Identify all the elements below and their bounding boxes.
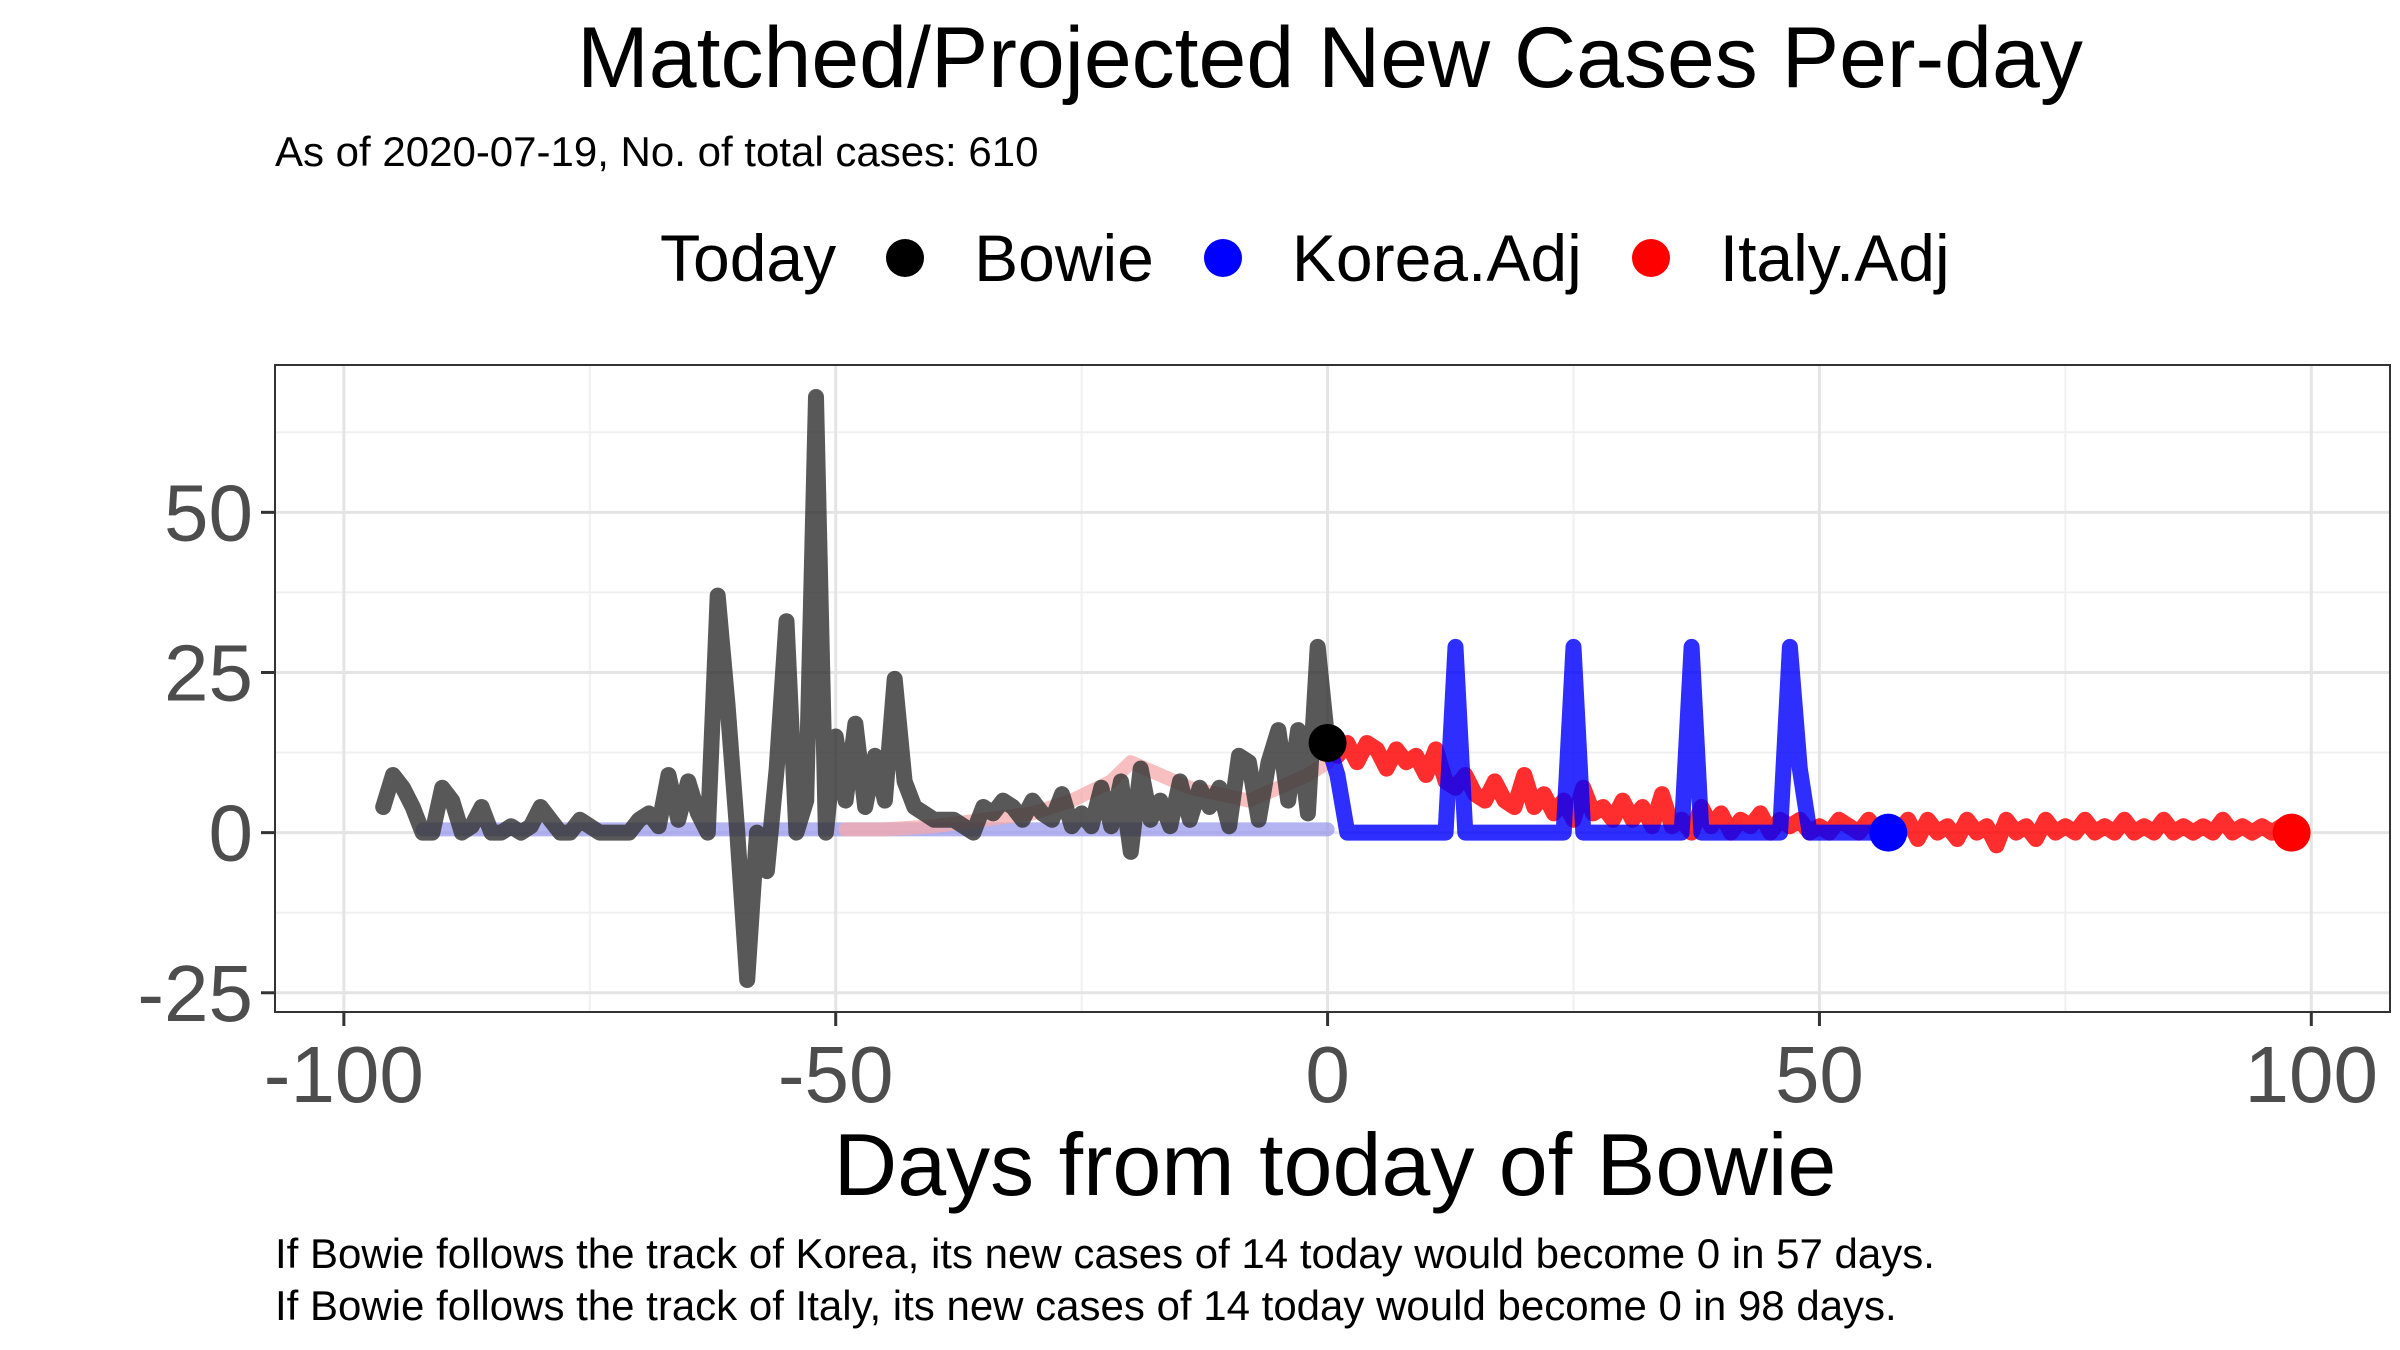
series-line-korea-adj-projected (1319, 638, 1897, 841)
legend-label-korea: Korea.Adj (1291, 221, 1582, 295)
axes: -100 -50 0 50 100 -25 0 25 50 (137, 468, 2378, 1119)
today-point-korea-adj (1869, 813, 1908, 852)
annotation-korea: If Bowie follows the track of Korea, its… (275, 1230, 1935, 1277)
legend-title: Today (660, 221, 837, 295)
x-tick-label: 50 (1775, 1030, 1864, 1119)
legend-item-korea: Korea.Adj (1203, 220, 1582, 296)
today-point-bowie (1308, 723, 1347, 762)
y-tick-label: 50 (164, 468, 253, 557)
today-points (1308, 723, 2311, 852)
x-tick-label: 0 (1305, 1030, 1350, 1119)
panel-border (274, 364, 2391, 1013)
legend-label-bowie: Bowie (974, 221, 1154, 295)
series-layer (375, 389, 2300, 988)
today-point-italy-adj (2272, 813, 2311, 852)
chart-subtitle: As of 2020-07-19, No. of total cases: 61… (275, 128, 1039, 175)
x-tick-label: -100 (264, 1030, 424, 1119)
legend-dot-korea (1203, 239, 1242, 277)
legend: Today Bowie Korea.Adj Italy.Adj (660, 218, 2000, 298)
legend-label-italy: Italy.Adj (1719, 221, 1950, 295)
annotation-italy: If Bowie follows the track of Italy, its… (275, 1282, 1897, 1329)
x-tick-label: 100 (2245, 1030, 2378, 1119)
chart-title: Matched/Projected New Cases Per-day (577, 10, 2083, 106)
x-axis-label: Days from today of Bowie (833, 1115, 1837, 1214)
grid (275, 365, 2390, 1012)
y-tick-label: 0 (209, 789, 254, 878)
legend-dot-italy (1631, 239, 1670, 277)
legend-dot-bowie (886, 239, 925, 277)
legend-item-italy: Italy.Adj (1631, 220, 1950, 296)
y-tick-label: 25 (164, 628, 253, 717)
series-line-bowie-observed (375, 389, 1336, 988)
legend-item-bowie: Bowie (886, 220, 1154, 296)
x-tick-label: -50 (778, 1030, 894, 1119)
y-tick-label: -25 (137, 949, 253, 1038)
